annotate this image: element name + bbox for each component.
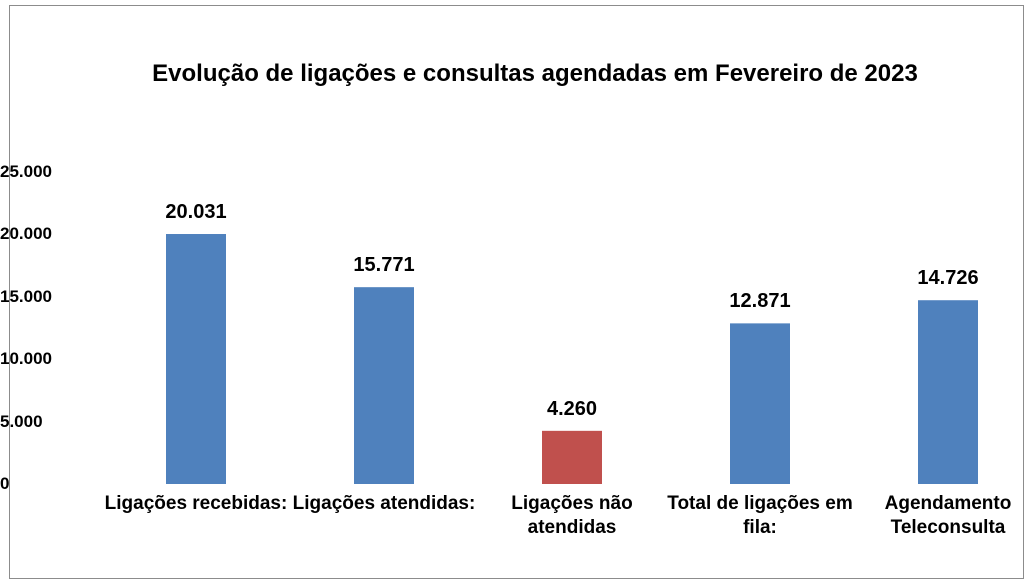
bar — [542, 430, 602, 484]
value-label: 4.260 — [546, 397, 598, 420]
value-label: 12.871 — [729, 290, 791, 313]
x-tick-label: Ligações não atendidas — [511, 493, 633, 538]
x-tick-label: Total de ligações em fila: — [667, 493, 853, 538]
chart-title: Evolução de ligações e consultas agendad… — [152, 60, 918, 87]
value-label: 14.726 — [917, 267, 979, 290]
x-tick-label: Ligações recebidas: — [104, 493, 288, 514]
bar — [166, 234, 226, 484]
value-label: 20.031 — [165, 201, 227, 223]
y-tick-label: 5.000 — [0, 411, 43, 431]
y-tick-label: 0 — [0, 474, 10, 493]
bar — [918, 300, 978, 484]
chart-frame — [9, 5, 1024, 579]
y-tick-label: 10.000 — [0, 349, 52, 369]
bar — [354, 287, 414, 484]
y-tick-label: 15.000 — [0, 286, 52, 306]
bar — [730, 323, 790, 484]
y-tick-label: 20.000 — [0, 224, 52, 244]
value-label: 15.771 — [353, 254, 415, 277]
y-tick-label: 25.000 — [0, 162, 52, 181]
x-tick-label: Agendamento Teleconsulta — [884, 493, 1012, 538]
x-tick-label: Ligações atendidas: — [292, 493, 476, 514]
